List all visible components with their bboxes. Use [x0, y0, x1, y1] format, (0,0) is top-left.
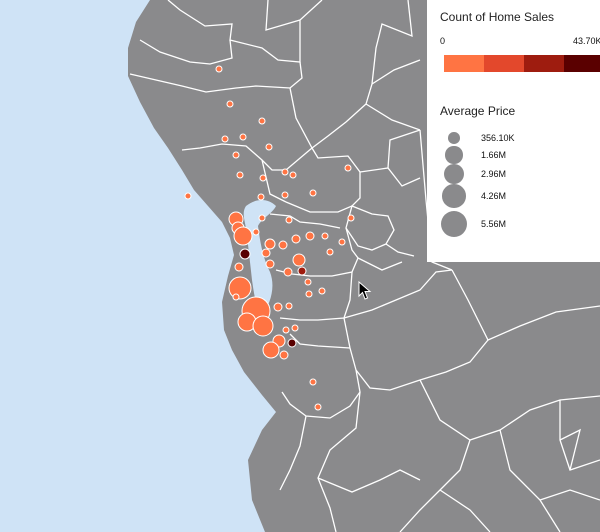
sales-point-marker[interactable]	[287, 338, 297, 348]
sales-point-marker[interactable]	[292, 253, 306, 267]
sales-point-marker[interactable]	[233, 226, 253, 246]
size-legend-item: 356.10K	[427, 132, 600, 162]
size-legend-label: 2.96M	[481, 169, 507, 179]
sales-point-marker[interactable]	[304, 278, 312, 286]
sales-point-marker[interactable]	[264, 238, 276, 250]
sales-point-marker[interactable]	[228, 276, 252, 300]
size-legend-label: 4.26M	[481, 191, 507, 201]
sales-point-marker[interactable]	[236, 171, 244, 179]
size-legend-circle	[448, 132, 460, 144]
size-legend-label: 356.10K	[481, 133, 515, 143]
mouse-cursor-icon	[358, 281, 372, 300]
sales-point-marker[interactable]	[273, 302, 283, 312]
sales-point-marker[interactable]	[278, 240, 288, 250]
sales-point-marker[interactable]	[282, 326, 290, 334]
size-legend-circle	[442, 184, 466, 208]
sales-point-marker[interactable]	[252, 228, 260, 236]
sales-point-marker[interactable]	[305, 290, 313, 298]
sales-point-marker[interactable]	[234, 262, 244, 272]
sales-point-marker[interactable]	[232, 151, 240, 159]
sales-point-marker[interactable]	[321, 232, 329, 240]
sales-point-marker[interactable]	[239, 248, 251, 260]
sales-point-marker[interactable]	[184, 192, 192, 200]
sales-point-marker[interactable]	[291, 234, 301, 244]
sales-point-marker[interactable]	[297, 266, 307, 276]
sales-point-marker[interactable]	[215, 65, 223, 73]
sales-point-marker[interactable]	[281, 168, 289, 176]
size-legend-circle	[445, 146, 463, 164]
sales-point-marker[interactable]	[338, 238, 346, 246]
color-ramp-stop-3	[564, 55, 600, 72]
bay-water	[243, 200, 276, 316]
sales-point-marker[interactable]	[258, 214, 266, 222]
color-ramp-stop-1	[484, 55, 524, 72]
sales-point-marker[interactable]	[347, 214, 355, 222]
sales-point-marker[interactable]	[305, 231, 315, 241]
legend-panel: Count of Home Sales 0 43.70K Average Pri…	[427, 0, 600, 262]
sales-point-marker[interactable]	[239, 133, 247, 141]
sales-point-marker[interactable]	[285, 302, 293, 310]
sales-point-marker[interactable]	[279, 350, 289, 360]
size-legend-item: 5.56M	[427, 211, 600, 248]
sales-point-marker[interactable]	[261, 248, 271, 258]
size-legend-circle	[443, 163, 465, 185]
size-legend-title: Average Price	[440, 104, 516, 118]
sales-point-marker[interactable]	[289, 171, 297, 179]
sales-point-marker[interactable]	[281, 191, 289, 199]
sales-point-marker[interactable]	[262, 341, 280, 359]
sales-point-marker[interactable]	[344, 164, 352, 172]
sales-point-marker[interactable]	[259, 174, 267, 182]
color-legend-max: 43.70K	[573, 36, 600, 46]
color-legend-title: Count of Home Sales	[440, 10, 555, 24]
sales-point-marker[interactable]	[232, 293, 240, 301]
color-legend-ramp	[444, 55, 600, 72]
sales-point-marker[interactable]	[257, 193, 265, 201]
sales-point-marker[interactable]	[265, 143, 273, 151]
sales-point-marker[interactable]	[309, 378, 317, 386]
sales-point-marker[interactable]	[314, 403, 322, 411]
sales-point-marker[interactable]	[291, 324, 299, 332]
sales-point-marker[interactable]	[309, 189, 317, 197]
sales-point-marker[interactable]	[221, 135, 229, 143]
sales-point-marker[interactable]	[258, 117, 266, 125]
size-legend-item: 2.96M	[427, 163, 600, 198]
size-legend-item: 4.26M	[427, 184, 600, 220]
sales-point-marker[interactable]	[283, 267, 293, 277]
size-legend-item: 1.66M	[427, 146, 600, 179]
color-ramp-stop-0	[444, 55, 484, 72]
sales-point-marker[interactable]	[318, 287, 326, 295]
color-legend-min: 0	[440, 36, 446, 46]
sales-point-marker[interactable]	[226, 100, 234, 108]
size-legend-label: 1.66M	[481, 150, 507, 160]
color-ramp-stop-2	[524, 55, 564, 72]
sales-point-marker[interactable]	[265, 259, 275, 269]
sales-point-marker[interactable]	[285, 216, 293, 224]
size-legend-label: 5.56M	[481, 219, 507, 229]
size-legend-circle	[441, 211, 467, 237]
sales-point-marker[interactable]	[326, 248, 334, 256]
sales-point-marker[interactable]	[252, 315, 274, 337]
sales-points	[184, 65, 355, 411]
